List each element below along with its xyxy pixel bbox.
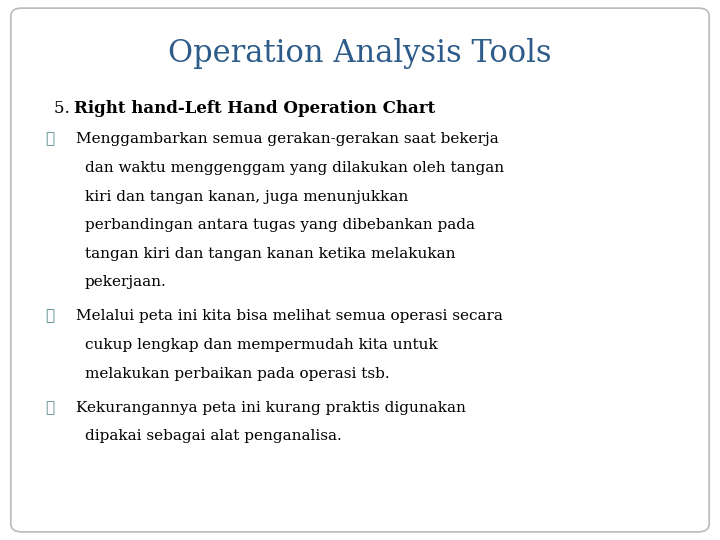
- Text: ♻: ♻: [45, 309, 55, 323]
- Text: dipakai sebagai alat penganalisa.: dipakai sebagai alat penganalisa.: [85, 429, 342, 443]
- Text: melakukan perbaikan pada operasi tsb.: melakukan perbaikan pada operasi tsb.: [85, 367, 390, 381]
- Text: Operation Analysis Tools: Operation Analysis Tools: [168, 38, 552, 69]
- Text: tangan kiri dan tangan kanan ketika melakukan: tangan kiri dan tangan kanan ketika mela…: [85, 247, 456, 261]
- FancyBboxPatch shape: [11, 8, 709, 532]
- Text: 5.: 5.: [54, 100, 75, 117]
- Text: perbandingan antara tugas yang dibebankan pada: perbandingan antara tugas yang dibebanka…: [85, 218, 475, 232]
- Text: pekerjaan.: pekerjaan.: [85, 275, 167, 289]
- Text: ♻: ♻: [45, 132, 55, 146]
- Text: ♻: ♻: [45, 401, 55, 415]
- Text: Right hand-Left Hand Operation Chart: Right hand-Left Hand Operation Chart: [74, 100, 436, 117]
- Text: Melalui peta ini kita bisa melihat semua operasi secara: Melalui peta ini kita bisa melihat semua…: [76, 309, 503, 323]
- Text: dan waktu menggenggam yang dilakukan oleh tangan: dan waktu menggenggam yang dilakukan ole…: [85, 161, 504, 175]
- Text: Menggambarkan semua gerakan-gerakan saat bekerja: Menggambarkan semua gerakan-gerakan saat…: [76, 132, 498, 146]
- Text: Kekurangannya peta ini kurang praktis digunakan: Kekurangannya peta ini kurang praktis di…: [76, 401, 465, 415]
- Text: cukup lengkap dan mempermudah kita untuk: cukup lengkap dan mempermudah kita untuk: [85, 338, 438, 352]
- Text: kiri dan tangan kanan, juga menunjukkan: kiri dan tangan kanan, juga menunjukkan: [85, 190, 408, 204]
